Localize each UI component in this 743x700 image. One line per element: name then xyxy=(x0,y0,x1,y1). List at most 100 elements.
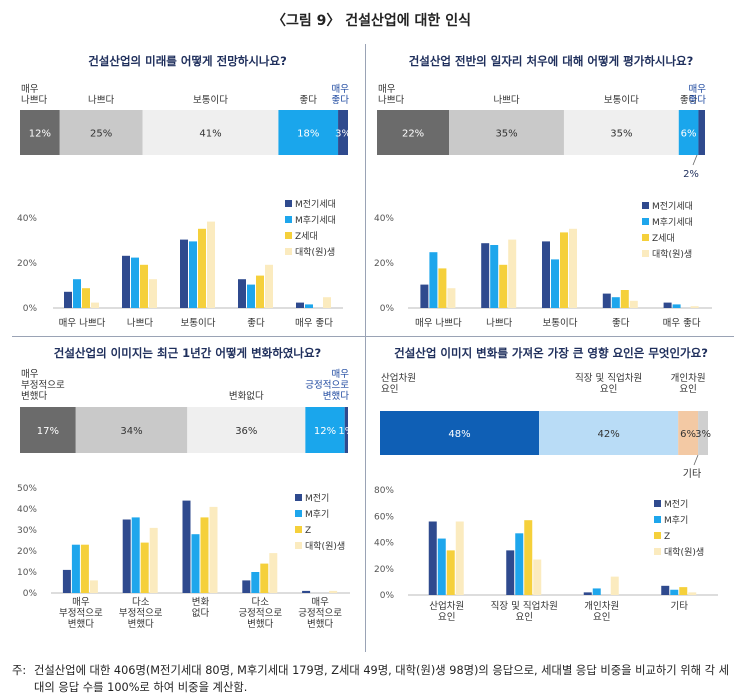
bar xyxy=(560,232,568,308)
bar xyxy=(82,288,90,308)
y-tick-label: 30% xyxy=(17,526,37,536)
legend-swatch xyxy=(285,248,292,255)
bar xyxy=(265,264,273,308)
stacked-value-label: 25% xyxy=(90,129,112,140)
stacked-value-label: 36% xyxy=(235,426,257,437)
stacked-value-label: 6% xyxy=(680,429,696,440)
bar xyxy=(131,517,140,593)
bar xyxy=(542,241,550,308)
stacked-segment xyxy=(563,110,679,155)
stacked-segment xyxy=(449,110,564,155)
legend-label: 대학(원)생 xyxy=(664,547,704,558)
bar xyxy=(672,304,681,308)
bar xyxy=(140,264,148,308)
bar xyxy=(438,268,447,308)
legend-swatch xyxy=(654,516,661,523)
bar xyxy=(189,241,197,308)
bar xyxy=(302,590,311,593)
legend-swatch xyxy=(295,510,302,517)
bar xyxy=(420,284,429,308)
x-category-label: 좋다 xyxy=(612,318,630,329)
bar xyxy=(73,279,81,308)
stacked-value-label: 34% xyxy=(120,426,142,437)
bar xyxy=(490,245,499,308)
legend-swatch xyxy=(642,218,649,225)
stacked-category-label: 좋다 xyxy=(300,95,318,106)
bar xyxy=(180,239,188,308)
stacked-segment xyxy=(678,411,699,455)
stacked-category-label: 보통이다 xyxy=(604,95,639,106)
y-tick-label: 0% xyxy=(380,591,395,601)
legend-swatch xyxy=(285,200,292,207)
bar xyxy=(481,243,490,308)
legend-swatch xyxy=(642,234,649,241)
stacked-category-label: 나쁘다 xyxy=(493,95,519,106)
x-category-label: 나쁘다 xyxy=(127,318,153,329)
bar xyxy=(524,520,533,595)
legend-label: Z세대 xyxy=(295,231,318,242)
panel-job-treatment: 건설산업 전반의 일자리 처우에 대해 어떻게 평가하시나요? 22% 매우 나쁘다… xyxy=(372,45,730,335)
bar xyxy=(182,500,191,593)
stacked-callout-label: 2% xyxy=(683,169,699,180)
bar xyxy=(429,252,438,308)
stacked-segment xyxy=(142,110,279,155)
bar xyxy=(89,580,98,593)
bar xyxy=(323,297,331,308)
stacked-segment xyxy=(338,110,348,155)
stacked-category-label: 매우 좋다 xyxy=(332,84,350,106)
x-category-label: 기타 xyxy=(671,601,689,612)
bar xyxy=(269,553,278,593)
legend-label: 대학(원)생 xyxy=(652,249,692,260)
panel-title: 건설산업 이미지 변화를 가져온 가장 큰 영향 요인은 무엇인가요? xyxy=(394,346,708,360)
bar xyxy=(296,302,304,308)
bar xyxy=(569,228,577,308)
footnote: 주: 건설산업에 대한 406명(M전기세대 80명, M후기세대 179명, … xyxy=(12,662,737,696)
bar xyxy=(207,221,215,308)
stacked-segment xyxy=(305,407,345,453)
stacked-value-label: 41% xyxy=(199,129,221,140)
bar xyxy=(602,293,611,308)
stacked-category-label: 매우 부정적으로 변했다 xyxy=(21,369,65,402)
stacked-category-label: 산업차원 요인 xyxy=(381,372,416,395)
bar xyxy=(670,589,679,595)
legend-label: 대학(원)생 xyxy=(295,247,335,258)
bar xyxy=(198,228,206,308)
legend-label: 대학(원)생 xyxy=(305,541,345,552)
x-category-label: 매우 나쁘다 xyxy=(59,318,106,329)
bar xyxy=(679,587,688,595)
stacked-segment xyxy=(344,407,348,453)
bar xyxy=(140,542,149,593)
stacked-segment xyxy=(698,411,708,455)
stacked-value-label: 35% xyxy=(495,129,517,140)
stacked-callout-label: 기타 xyxy=(683,468,701,480)
bar xyxy=(131,257,139,308)
legend-swatch xyxy=(285,216,292,223)
y-tick-label: 80% xyxy=(374,486,394,496)
y-tick-label: 10% xyxy=(17,568,37,578)
panel-title: 건설산업의 미래를 어떻게 전망하시나요? xyxy=(88,54,287,68)
vertical-divider xyxy=(365,44,366,652)
legend-swatch xyxy=(295,542,302,549)
panel-title: 건설산업 전반의 일자리 처우에 대해 어떻게 평가하시나요? xyxy=(408,54,694,68)
legend-label: M전기세대 xyxy=(652,201,693,212)
stacked-category-label: 매우 나쁘다 xyxy=(378,84,404,106)
stacked-segment xyxy=(20,407,76,453)
bar xyxy=(329,590,338,593)
x-category-label: 매우 긍정적으로 변했다 xyxy=(298,597,342,630)
legend-swatch xyxy=(642,250,649,257)
footnote-text: 건설산업에 대한 406명(M전기세대 80명, M후기세대 179명, Z세대… xyxy=(34,664,730,694)
x-category-label: 다소 부정적으로 변했다 xyxy=(119,597,163,630)
stacked-value-label: 1% xyxy=(338,426,354,437)
bar xyxy=(247,284,255,308)
bar xyxy=(690,306,699,308)
x-category-label: 나쁘다 xyxy=(486,318,512,329)
y-tick-label: 20% xyxy=(374,565,394,575)
legend-label: Z xyxy=(305,526,311,536)
bar xyxy=(447,288,456,308)
legend-label: M전기세대 xyxy=(295,199,336,210)
bar xyxy=(80,544,89,593)
bar xyxy=(71,544,80,593)
bar xyxy=(260,563,269,593)
stacked-value-label: 22% xyxy=(402,129,424,140)
